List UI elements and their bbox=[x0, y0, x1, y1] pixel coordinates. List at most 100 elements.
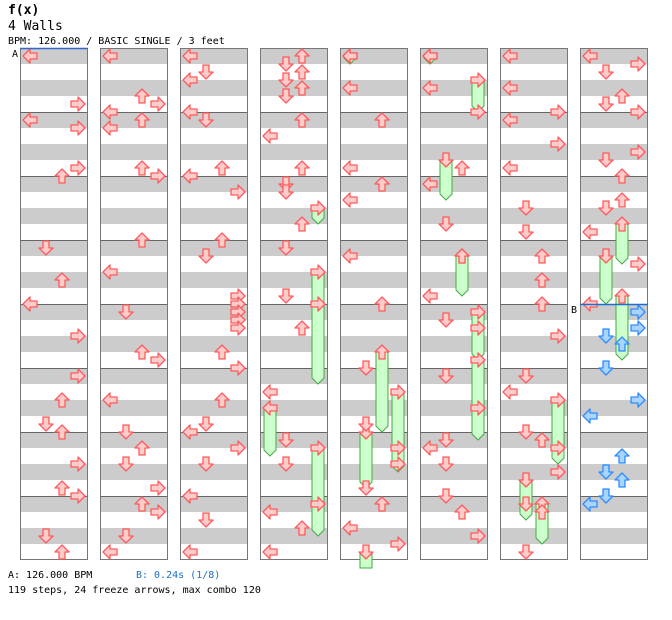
arrow-up bbox=[534, 296, 550, 312]
freeze-body bbox=[471, 359, 485, 441]
freeze-head-up bbox=[614, 216, 630, 232]
beat-stripe bbox=[260, 144, 328, 160]
beat-stripe bbox=[180, 336, 248, 352]
arrow-down bbox=[278, 456, 294, 472]
arrow-left bbox=[342, 192, 358, 208]
beat-stripe bbox=[100, 144, 168, 160]
beat-stripe bbox=[260, 432, 328, 448]
beat-stripe bbox=[420, 304, 488, 320]
beat-stripe bbox=[20, 80, 88, 96]
arrow-up bbox=[534, 248, 550, 264]
arrow-down bbox=[358, 416, 374, 432]
beat-stripe bbox=[20, 208, 88, 224]
arrow-up bbox=[134, 496, 150, 512]
beat-stripe bbox=[20, 368, 88, 384]
freeze-body bbox=[359, 431, 373, 489]
arrow-left bbox=[182, 424, 198, 440]
arrow-down bbox=[598, 464, 614, 480]
arrow-left bbox=[102, 264, 118, 280]
chart-column bbox=[340, 48, 408, 560]
beat-stripe bbox=[20, 176, 88, 192]
arrow-down bbox=[198, 512, 214, 528]
beat-stripe bbox=[500, 496, 568, 512]
beat-stripe bbox=[420, 272, 488, 288]
arrow-down bbox=[278, 72, 294, 88]
freeze-head-up bbox=[614, 288, 630, 304]
arrow-down bbox=[198, 416, 214, 432]
arrow-left bbox=[502, 160, 518, 176]
arrow-down bbox=[118, 424, 134, 440]
column-border bbox=[180, 48, 248, 560]
beat-stripe bbox=[420, 528, 488, 544]
beat-stripe bbox=[580, 272, 648, 288]
freeze-head-down bbox=[438, 152, 454, 168]
arrow-left bbox=[182, 488, 198, 504]
beat-stripe bbox=[500, 80, 568, 96]
arrow-down bbox=[598, 96, 614, 112]
freeze-head-right bbox=[310, 264, 326, 280]
arrow-left bbox=[102, 120, 118, 136]
arrow-left bbox=[262, 544, 278, 560]
freeze-head-right bbox=[310, 496, 326, 512]
arrow-left bbox=[262, 128, 278, 144]
arrow-up bbox=[54, 424, 70, 440]
arrow-up bbox=[294, 160, 310, 176]
beat-stripe bbox=[180, 272, 248, 288]
arrow-left bbox=[342, 248, 358, 264]
arrow-left bbox=[582, 496, 598, 512]
beat-stripe bbox=[580, 208, 648, 224]
arrow-up bbox=[454, 248, 470, 264]
arrow-down bbox=[278, 240, 294, 256]
beat-stripe bbox=[580, 400, 648, 416]
column-border bbox=[260, 48, 328, 560]
arrow-down bbox=[118, 528, 134, 544]
beat-stripe bbox=[100, 176, 168, 192]
arrow-down bbox=[518, 368, 534, 384]
beat-stripe bbox=[260, 400, 328, 416]
arrow-down bbox=[598, 360, 614, 376]
arrow-down bbox=[358, 360, 374, 376]
arrow-down bbox=[598, 488, 614, 504]
arrow-up bbox=[374, 112, 390, 128]
beat-stripe bbox=[420, 48, 488, 64]
arrow-up bbox=[54, 480, 70, 496]
beat-stripe bbox=[340, 208, 408, 224]
arrow-right bbox=[390, 536, 406, 552]
arrow-left bbox=[182, 544, 198, 560]
arrow-down bbox=[278, 184, 294, 200]
arrow-up bbox=[374, 176, 390, 192]
beat-stripe bbox=[260, 208, 328, 224]
arrow-down bbox=[198, 112, 214, 128]
beat-stripe bbox=[500, 208, 568, 224]
freeze-head-right bbox=[470, 352, 486, 368]
beat-stripe bbox=[340, 80, 408, 96]
song-subtitle: 4 Walls bbox=[8, 19, 63, 34]
arrow-up bbox=[54, 272, 70, 288]
freeze-head-right bbox=[550, 392, 566, 408]
arrow-up bbox=[294, 80, 310, 96]
beat-stripe bbox=[260, 304, 328, 320]
arrow-layer bbox=[22, 48, 646, 560]
column-border bbox=[420, 48, 488, 560]
beat-stripe bbox=[340, 304, 408, 320]
arrow-up bbox=[534, 432, 550, 448]
arrow-up bbox=[214, 344, 230, 360]
beat-stripe bbox=[260, 336, 328, 352]
arrow-up bbox=[454, 160, 470, 176]
arrow-up bbox=[294, 48, 310, 64]
beat-stripe bbox=[20, 528, 88, 544]
arrow-left bbox=[422, 48, 438, 64]
arrow-left bbox=[182, 72, 198, 88]
beat-stripe bbox=[100, 208, 168, 224]
arrow-up bbox=[534, 504, 550, 520]
arrow-up bbox=[294, 520, 310, 536]
beat-stripe bbox=[420, 336, 488, 352]
arrow-down bbox=[38, 416, 54, 432]
beat-stripe bbox=[500, 240, 568, 256]
arrow-up bbox=[534, 272, 550, 288]
beat-stripe bbox=[500, 112, 568, 128]
beat-stripe bbox=[20, 112, 88, 128]
beat-stripe bbox=[180, 464, 248, 480]
arrow-left bbox=[342, 520, 358, 536]
arrow-left bbox=[422, 80, 438, 96]
